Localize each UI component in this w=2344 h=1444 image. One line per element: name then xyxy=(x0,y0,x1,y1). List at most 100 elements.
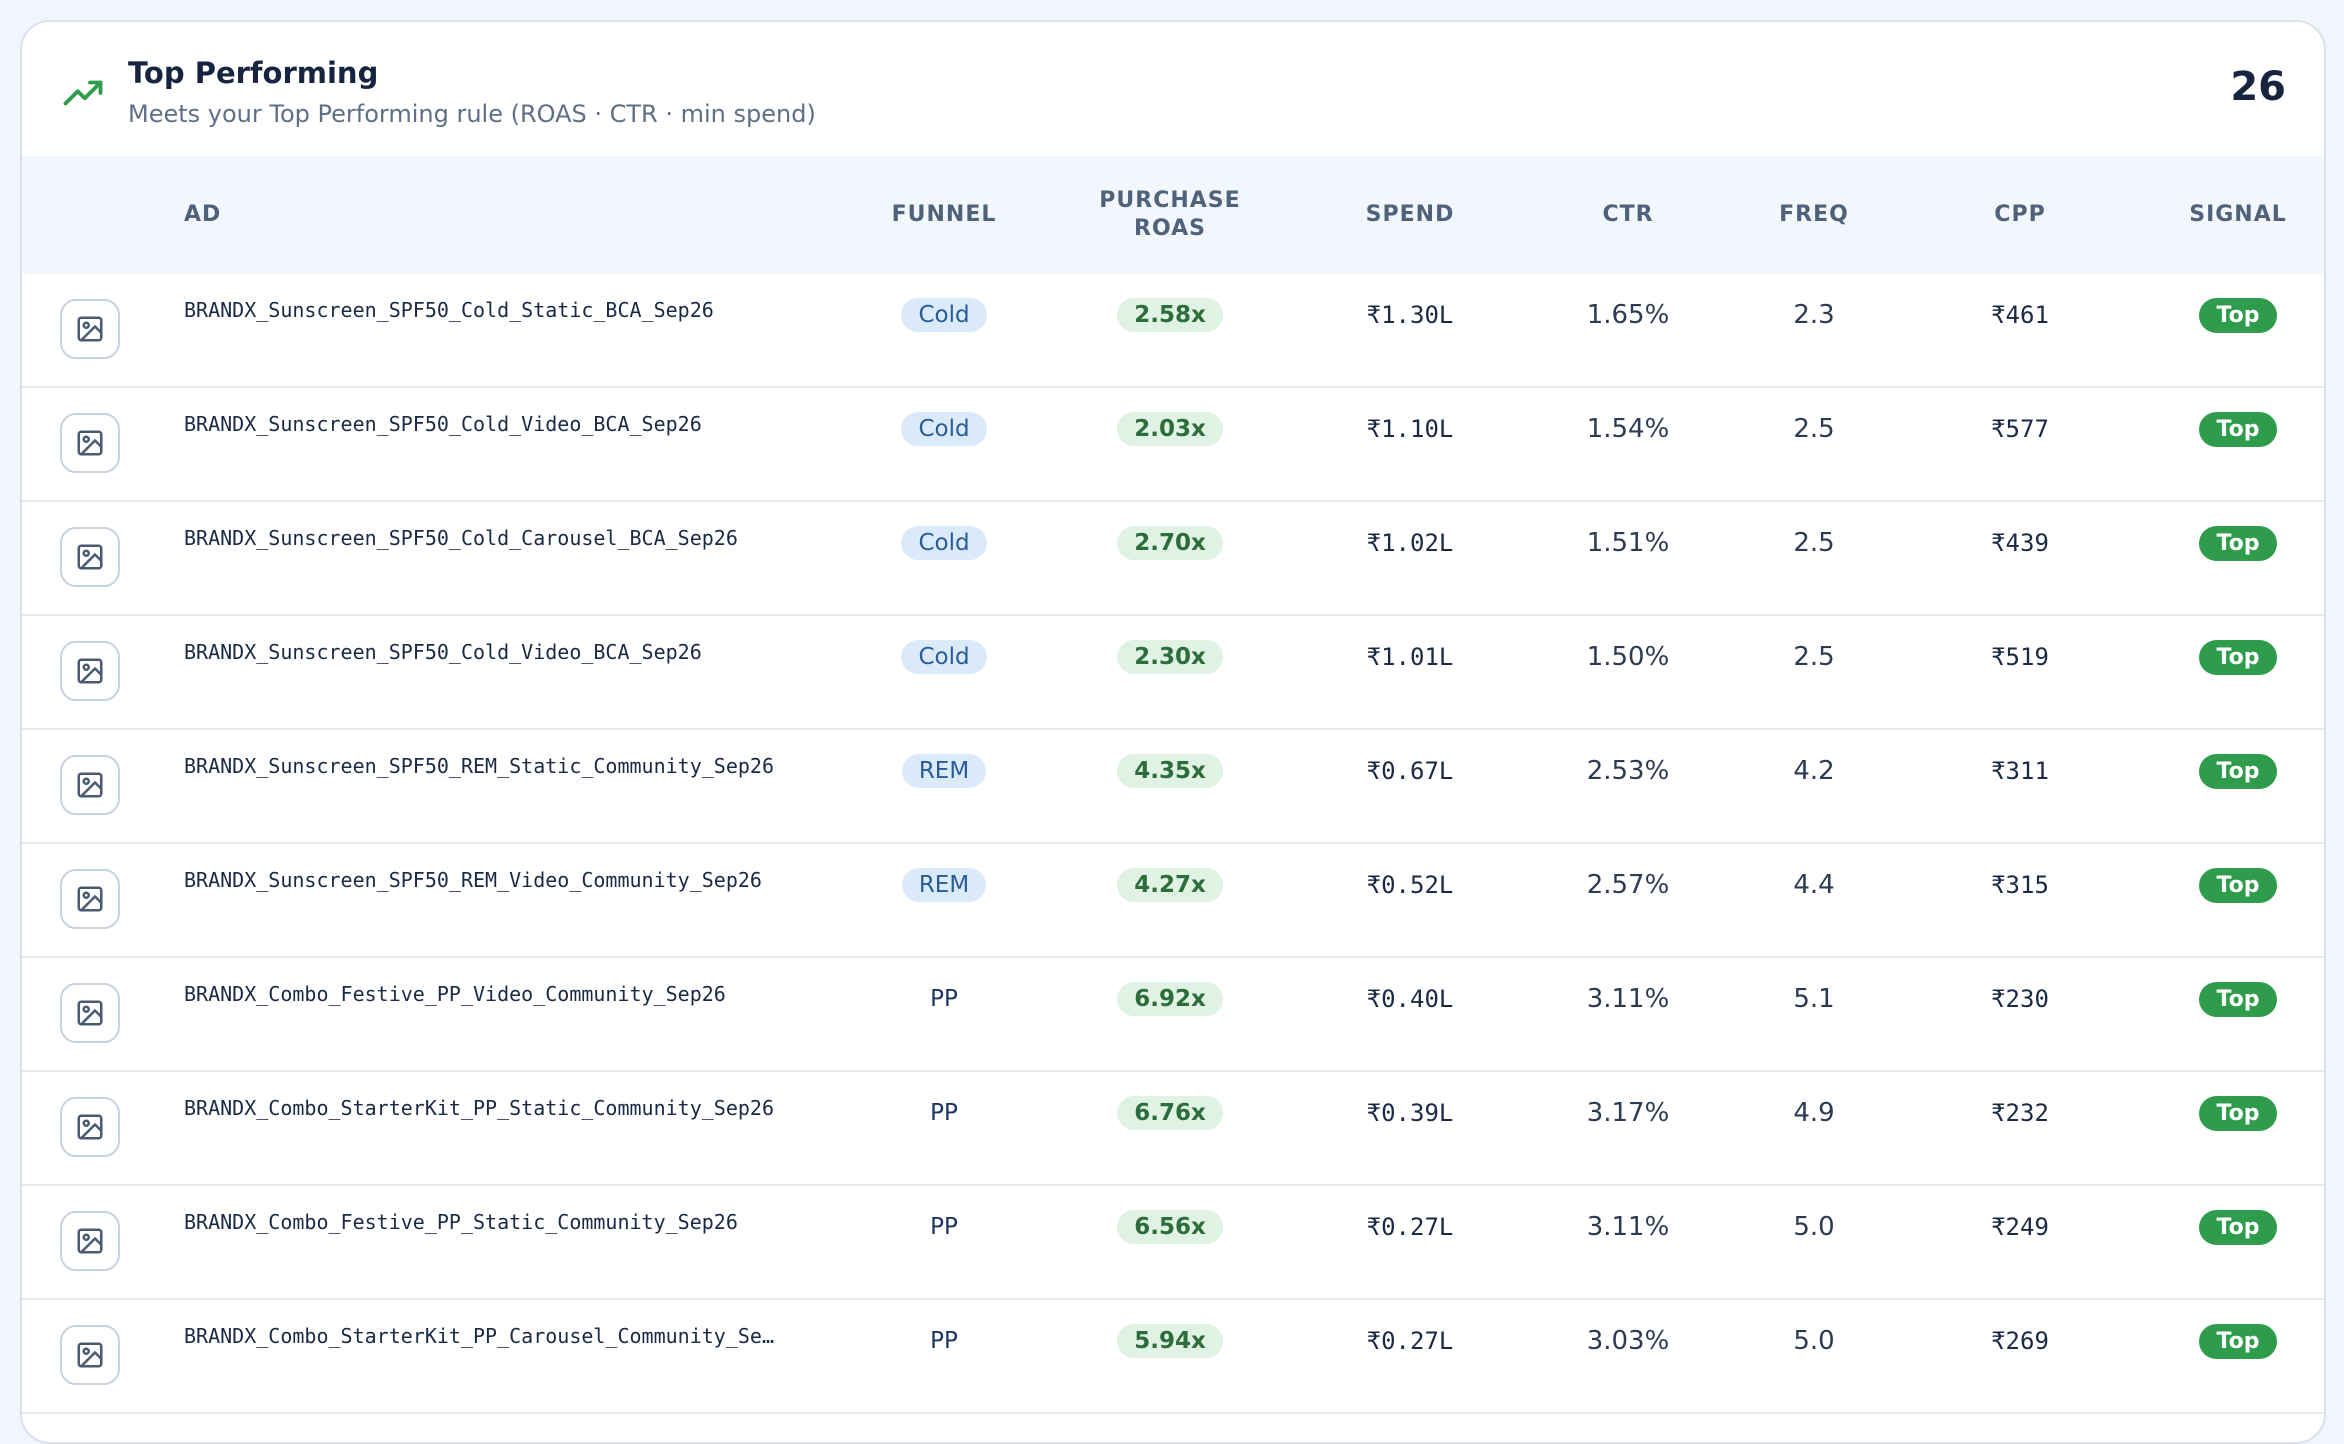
table-body: BRANDX_Sunscreen_SPF50_Cold_Static_BCA_S… xyxy=(22,274,2324,1414)
table-row[interactable]: BRANDX_Sunscreen_SPF50_Cold_Video_BCA_Se… xyxy=(22,616,2324,730)
ad-name[interactable]: BRANDX_Combo_Festive_PP_Video_Community_… xyxy=(184,982,726,1006)
ctr-cell: 1.50% xyxy=(1518,616,1738,698)
freq-value: 5.0 xyxy=(1793,1326,1835,1356)
top-performing-panel: Top Performing Meets your Top Performing… xyxy=(20,20,2326,1444)
column-header-purchase-roas[interactable]: PURCHASE ROAS xyxy=(1060,156,1280,274)
trending-up-icon xyxy=(63,80,103,106)
table-row[interactable]: BRANDX_Combo_StarterKit_PP_Carousel_Comm… xyxy=(22,1300,2324,1414)
funnel-cell: PP xyxy=(844,958,1044,1040)
freq-value: 4.2 xyxy=(1793,756,1835,786)
roas-badge: 2.03x xyxy=(1117,412,1223,446)
image-placeholder-icon xyxy=(77,658,103,684)
funnel-cell: Cold xyxy=(844,502,1044,584)
roas-cell: 2.03x xyxy=(1060,388,1280,470)
ad-thumbnail[interactable] xyxy=(60,641,120,701)
table-header: AD FUNNEL PURCHASE ROAS SPEND CTR FREQ C… xyxy=(22,156,2324,276)
ctr-cell: 2.53% xyxy=(1518,730,1738,812)
funnel-badge: PP xyxy=(930,1214,958,1240)
signal-cell: Top xyxy=(2138,1072,2324,1154)
funnel-badge: Cold xyxy=(901,412,987,446)
signal-cell: Top xyxy=(2138,844,2324,926)
funnel-cell: PP xyxy=(844,1186,1044,1268)
signal-cell: Top xyxy=(2138,502,2324,584)
ad-thumbnail[interactable] xyxy=(60,299,120,359)
column-header-ad[interactable]: AD xyxy=(184,202,222,227)
roas-cell: 6.56x xyxy=(1060,1186,1280,1268)
table-row[interactable]: BRANDX_Combo_Festive_PP_Static_Community… xyxy=(22,1186,2324,1300)
ad-thumbnail[interactable] xyxy=(60,1097,120,1157)
ad-thumbnail[interactable] xyxy=(60,983,120,1043)
roas-cell: 5.94x xyxy=(1060,1300,1280,1382)
cpp-cell: ₹315 xyxy=(1920,844,2120,926)
ad-name[interactable]: BRANDX_Sunscreen_SPF50_Cold_Video_BCA_Se… xyxy=(184,640,702,664)
freq-cell: 4.2 xyxy=(1714,730,1914,812)
panel-header: Top Performing Meets your Top Performing… xyxy=(22,22,2324,156)
spend-cell: ₹1.30L xyxy=(1300,274,1520,356)
panel-title: Top Performing xyxy=(128,56,379,90)
signal-badge: Top xyxy=(2198,1095,2278,1131)
spend-value: ₹0.27L xyxy=(1366,1213,1454,1241)
ctr-cell: 2.57% xyxy=(1518,844,1738,926)
funnel-cell: REM xyxy=(844,844,1044,926)
freq-cell: 2.5 xyxy=(1714,388,1914,470)
cpp-value: ₹269 xyxy=(1991,1327,2049,1355)
ad-name[interactable]: BRANDX_Sunscreen_SPF50_Cold_Carousel_BCA… xyxy=(184,526,738,550)
ad-thumbnail[interactable] xyxy=(60,869,120,929)
ad-thumbnail[interactable] xyxy=(60,527,120,587)
spend-cell: ₹1.01L xyxy=(1300,616,1520,698)
table-row[interactable]: BRANDX_Sunscreen_SPF50_Cold_Static_BCA_S… xyxy=(22,274,2324,388)
table-row[interactable]: BRANDX_Combo_StarterKit_PP_Static_Commun… xyxy=(22,1072,2324,1186)
table-row[interactable]: BRANDX_Sunscreen_SPF50_REM_Video_Communi… xyxy=(22,844,2324,958)
roas-cell: 2.30x xyxy=(1060,616,1280,698)
ad-name[interactable]: BRANDX_Sunscreen_SPF50_REM_Static_Commun… xyxy=(184,754,775,778)
freq-cell: 2.5 xyxy=(1714,502,1914,584)
ctr-cell: 3.03% xyxy=(1518,1300,1738,1382)
column-header-funnel[interactable]: FUNNEL xyxy=(891,202,997,227)
funnel-cell: PP xyxy=(844,1300,1044,1382)
column-header-ctr[interactable]: CTR xyxy=(1602,202,1654,227)
roas-badge: 6.92x xyxy=(1117,982,1223,1016)
spend-cell: ₹1.10L xyxy=(1300,388,1520,470)
freq-value: 5.0 xyxy=(1793,1212,1835,1242)
ad-thumbnail[interactable] xyxy=(60,413,120,473)
ad-name[interactable]: BRANDX_Sunscreen_SPF50_Cold_Video_BCA_Se… xyxy=(184,412,702,436)
image-placeholder-icon xyxy=(77,886,103,912)
roas-badge: 6.56x xyxy=(1117,1210,1223,1244)
table-row[interactable]: BRANDX_Sunscreen_SPF50_Cold_Carousel_BCA… xyxy=(22,502,2324,616)
cpp-value: ₹232 xyxy=(1991,1099,2049,1127)
column-header-signal[interactable]: SIGNAL xyxy=(2189,202,2287,227)
ad-name[interactable]: BRANDX_Combo_StarterKit_PP_Carousel_Comm… xyxy=(184,1324,775,1348)
ad-thumbnail[interactable] xyxy=(60,1211,120,1271)
ad-name[interactable]: BRANDX_Sunscreen_SPF50_REM_Video_Communi… xyxy=(184,868,762,892)
table-row[interactable]: BRANDX_Sunscreen_SPF50_REM_Static_Commun… xyxy=(22,730,2324,844)
spend-value: ₹0.27L xyxy=(1366,1327,1454,1355)
column-header-freq[interactable]: FREQ xyxy=(1779,202,1849,227)
ad-thumbnail[interactable] xyxy=(60,755,120,815)
funnel-cell: Cold xyxy=(844,274,1044,356)
ad-name[interactable]: BRANDX_Combo_StarterKit_PP_Static_Commun… xyxy=(184,1096,775,1120)
image-placeholder-icon xyxy=(77,544,103,570)
table-row[interactable]: BRANDX_Combo_Festive_PP_Video_Community_… xyxy=(22,958,2324,1072)
table-row[interactable]: BRANDX_Sunscreen_SPF50_Cold_Video_BCA_Se… xyxy=(22,388,2324,502)
spend-cell: ₹0.27L xyxy=(1300,1300,1520,1382)
roas-cell: 2.58x xyxy=(1060,274,1280,356)
freq-value: 2.3 xyxy=(1793,300,1835,330)
column-header-cpp[interactable]: CPP xyxy=(1994,202,2046,227)
ad-name[interactable]: BRANDX_Sunscreen_SPF50_Cold_Static_BCA_S… xyxy=(184,298,714,322)
column-header-spend[interactable]: SPEND xyxy=(1365,202,1455,227)
ctr-cell: 1.54% xyxy=(1518,388,1738,470)
freq-cell: 5.0 xyxy=(1714,1300,1914,1382)
cpp-value: ₹230 xyxy=(1991,985,2049,1013)
cpp-cell: ₹577 xyxy=(1920,388,2120,470)
ad-name[interactable]: BRANDX_Combo_Festive_PP_Static_Community… xyxy=(184,1210,738,1234)
signal-badge: Top xyxy=(2198,1323,2278,1359)
funnel-badge: PP xyxy=(930,1100,958,1126)
roas-cell: 2.70x xyxy=(1060,502,1280,584)
freq-cell: 4.9 xyxy=(1714,1072,1914,1154)
signal-cell: Top xyxy=(2138,730,2324,812)
funnel-badge: REM xyxy=(901,754,987,788)
signal-badge: Top xyxy=(2198,981,2278,1017)
panel-subtitle: Meets your Top Performing rule (ROAS · C… xyxy=(128,100,816,128)
freq-cell: 2.3 xyxy=(1714,274,1914,356)
ad-thumbnail[interactable] xyxy=(60,1325,120,1385)
